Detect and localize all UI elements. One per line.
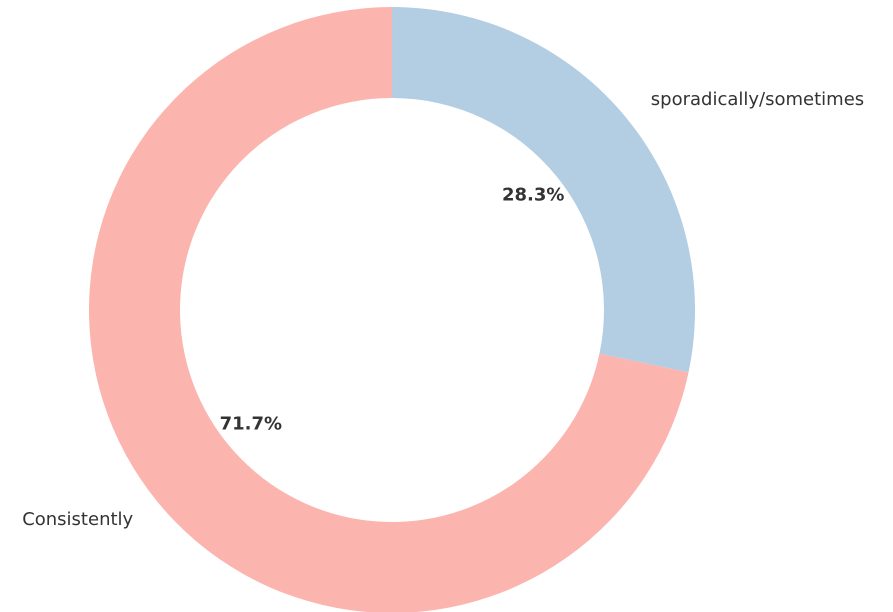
slice <box>89 7 689 612</box>
slice-label: Consistently <box>22 509 133 530</box>
value-label: 28.3% <box>502 184 564 205</box>
slice <box>392 7 695 373</box>
value-label: 71.7% <box>220 414 282 435</box>
slice-label: sporadically/sometimes <box>651 89 864 110</box>
